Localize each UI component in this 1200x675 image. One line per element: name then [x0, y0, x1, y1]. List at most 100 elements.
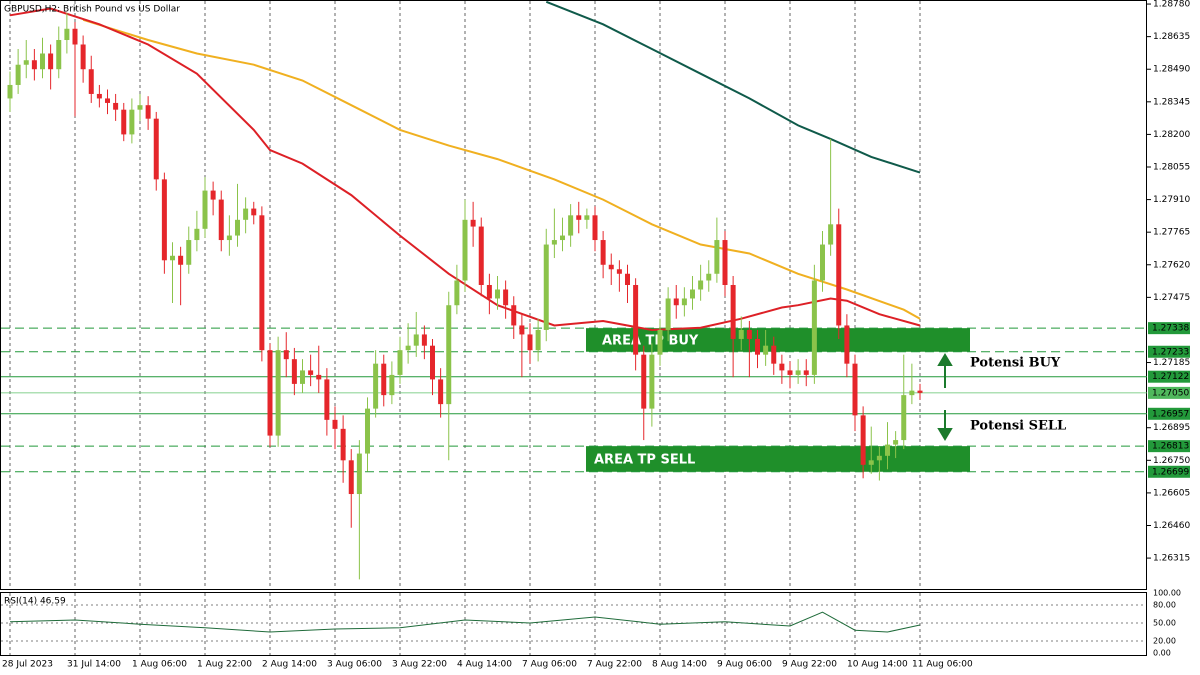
candles — [7, 13, 923, 580]
y-tick-label: 1.27765 — [1153, 228, 1190, 238]
candle-body — [738, 329, 744, 339]
candle-body — [405, 345, 411, 351]
y-tick-label: 1.26315 — [1153, 554, 1190, 564]
candle-body — [828, 224, 834, 245]
x-tick-label: 3 Aug 22:00 — [392, 660, 447, 670]
level-tag — [1148, 407, 1190, 420]
signal-label: Potensi SELL — [970, 419, 1066, 434]
candle-body — [64, 28, 70, 41]
candle-body — [381, 363, 387, 396]
candle-body — [844, 325, 850, 364]
candle-body — [251, 208, 257, 216]
candle-body — [803, 370, 809, 375]
candle-body — [665, 298, 671, 330]
y-tick-label: 1.26895 — [1153, 423, 1190, 433]
candle-body — [283, 350, 289, 360]
y-tick-label: 1.27185 — [1153, 358, 1190, 368]
candle-body — [105, 98, 110, 103]
main-pane — [0, 0, 1147, 590]
candle-body — [324, 379, 330, 420]
candle-body — [885, 444, 890, 456]
y-tick-label: 1.26460 — [1153, 521, 1190, 531]
candle-body — [23, 60, 29, 65]
candle-body — [56, 40, 62, 70]
x-tick-label: 1 Aug 06:00 — [132, 660, 187, 670]
x-tick-label: 2 Aug 14:00 — [262, 660, 317, 670]
candle-body — [917, 390, 923, 393]
candle-body — [15, 64, 21, 85]
candle-body — [868, 460, 874, 465]
candle-body — [714, 240, 720, 274]
candle-body — [673, 298, 679, 306]
candle-body — [633, 284, 639, 355]
candle-body — [600, 240, 606, 265]
candle-body — [430, 345, 435, 380]
y-tick-label: 1.26750 — [1153, 456, 1190, 466]
rsi-tick-label: 80.00 — [1153, 601, 1176, 610]
tp-zone — [586, 446, 970, 472]
candle-body — [291, 359, 297, 384]
candle-body — [275, 350, 281, 436]
candle-body — [478, 226, 484, 285]
candle-body — [560, 235, 565, 241]
candle-body — [763, 345, 769, 355]
chart-title: GBPUSD,H2: British Pound vs US Dollar — [4, 5, 180, 15]
x-tick-label: 11 Aug 06:00 — [912, 660, 973, 670]
candle-body — [495, 289, 500, 299]
level-label: 1.26813 — [1152, 442, 1189, 452]
x-tick-label: 7 Aug 06:00 — [522, 660, 577, 670]
candle-body — [226, 235, 232, 241]
candle-body — [852, 363, 858, 416]
level-label: 1.27233 — [1152, 347, 1189, 357]
candle-body — [519, 325, 525, 335]
candle-body — [210, 190, 216, 200]
candle-body — [348, 460, 354, 495]
level-label: 1.27050 — [1152, 388, 1189, 398]
candle-body — [681, 298, 687, 306]
candle-body — [486, 284, 492, 299]
candle-body — [129, 109, 135, 135]
x-tick-label: 28 Jul 2023 — [2, 660, 53, 670]
rsi-pane — [0, 592, 1147, 656]
level-tag — [1148, 322, 1190, 335]
candle-body — [161, 179, 167, 261]
candle-body — [860, 415, 866, 465]
zone-label: AREA TP BUY — [602, 333, 699, 348]
level-label: 1.27338 — [1152, 324, 1189, 334]
candle-body — [88, 69, 94, 94]
level-tag — [1148, 345, 1190, 358]
candle-body — [218, 199, 224, 241]
candle-body — [308, 370, 314, 375]
candle-body — [551, 240, 557, 245]
x-tick-label: 7 Aug 22:00 — [587, 660, 642, 670]
zones: AREA TP BUY AREA TP SELL — [586, 328, 970, 472]
candle-body — [438, 379, 444, 405]
x-tick-label: 3 Aug 06:00 — [327, 660, 382, 670]
candle-body — [178, 255, 184, 265]
sell-arrow — [937, 410, 953, 441]
candle-body — [893, 440, 899, 445]
candle-body — [332, 419, 338, 429]
candle-body — [389, 374, 395, 396]
x-tick-label: 8 Aug 14:00 — [652, 660, 707, 670]
rsi-line — [9, 611, 921, 633]
tp-zone — [586, 328, 970, 352]
level-tag — [1148, 440, 1190, 453]
x-tick-label: 31 Jul 14:00 — [67, 660, 121, 670]
candle-body — [145, 105, 151, 119]
candle-body — [787, 370, 793, 375]
level-tag — [1148, 370, 1190, 383]
candle-body — [641, 354, 647, 409]
signal-label: Potensi BUY — [970, 356, 1061, 371]
candle-body — [48, 53, 54, 70]
candle-body — [698, 280, 704, 290]
candle-body — [235, 219, 240, 236]
candle-body — [267, 350, 273, 436]
candle-body — [186, 240, 192, 265]
candle-body — [373, 363, 379, 409]
y-tick-label: 1.28345 — [1153, 97, 1190, 107]
candle-body — [356, 453, 362, 495]
candle-body — [316, 374, 322, 380]
candle-body — [746, 329, 752, 339]
